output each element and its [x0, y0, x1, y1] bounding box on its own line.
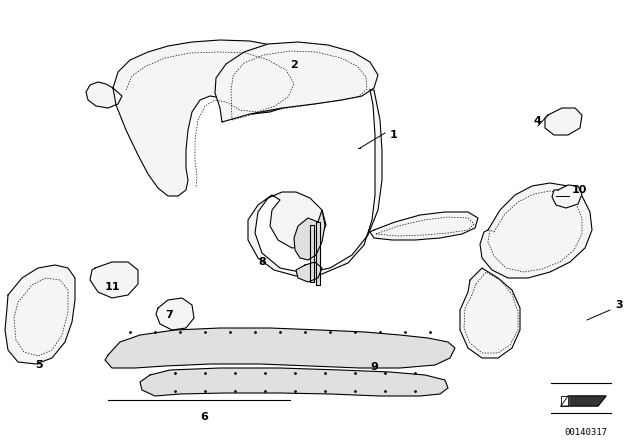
Text: 11: 11 — [105, 282, 120, 292]
Polygon shape — [294, 210, 325, 260]
Text: 4: 4 — [533, 116, 541, 126]
Polygon shape — [113, 40, 310, 196]
Polygon shape — [86, 82, 122, 108]
Polygon shape — [370, 212, 478, 240]
Polygon shape — [296, 262, 322, 282]
Polygon shape — [561, 396, 606, 406]
Text: 3: 3 — [615, 300, 623, 310]
Polygon shape — [5, 265, 75, 364]
Polygon shape — [248, 90, 382, 276]
Polygon shape — [105, 328, 455, 368]
Polygon shape — [545, 108, 582, 135]
Polygon shape — [215, 42, 378, 122]
Polygon shape — [552, 185, 582, 208]
Text: 5: 5 — [35, 360, 43, 370]
Text: 8: 8 — [258, 257, 266, 267]
Text: 6: 6 — [200, 412, 208, 422]
Polygon shape — [156, 298, 194, 330]
Text: 00140317: 00140317 — [564, 427, 607, 436]
Polygon shape — [316, 222, 320, 285]
Polygon shape — [310, 225, 314, 282]
Polygon shape — [460, 268, 520, 358]
Polygon shape — [561, 396, 568, 406]
Text: 10: 10 — [572, 185, 588, 195]
Text: 1: 1 — [390, 130, 397, 140]
Polygon shape — [140, 368, 448, 396]
Text: 2: 2 — [290, 60, 298, 70]
Text: 9: 9 — [370, 362, 378, 372]
Polygon shape — [480, 183, 592, 278]
Text: 7: 7 — [165, 310, 173, 320]
Polygon shape — [90, 262, 138, 298]
